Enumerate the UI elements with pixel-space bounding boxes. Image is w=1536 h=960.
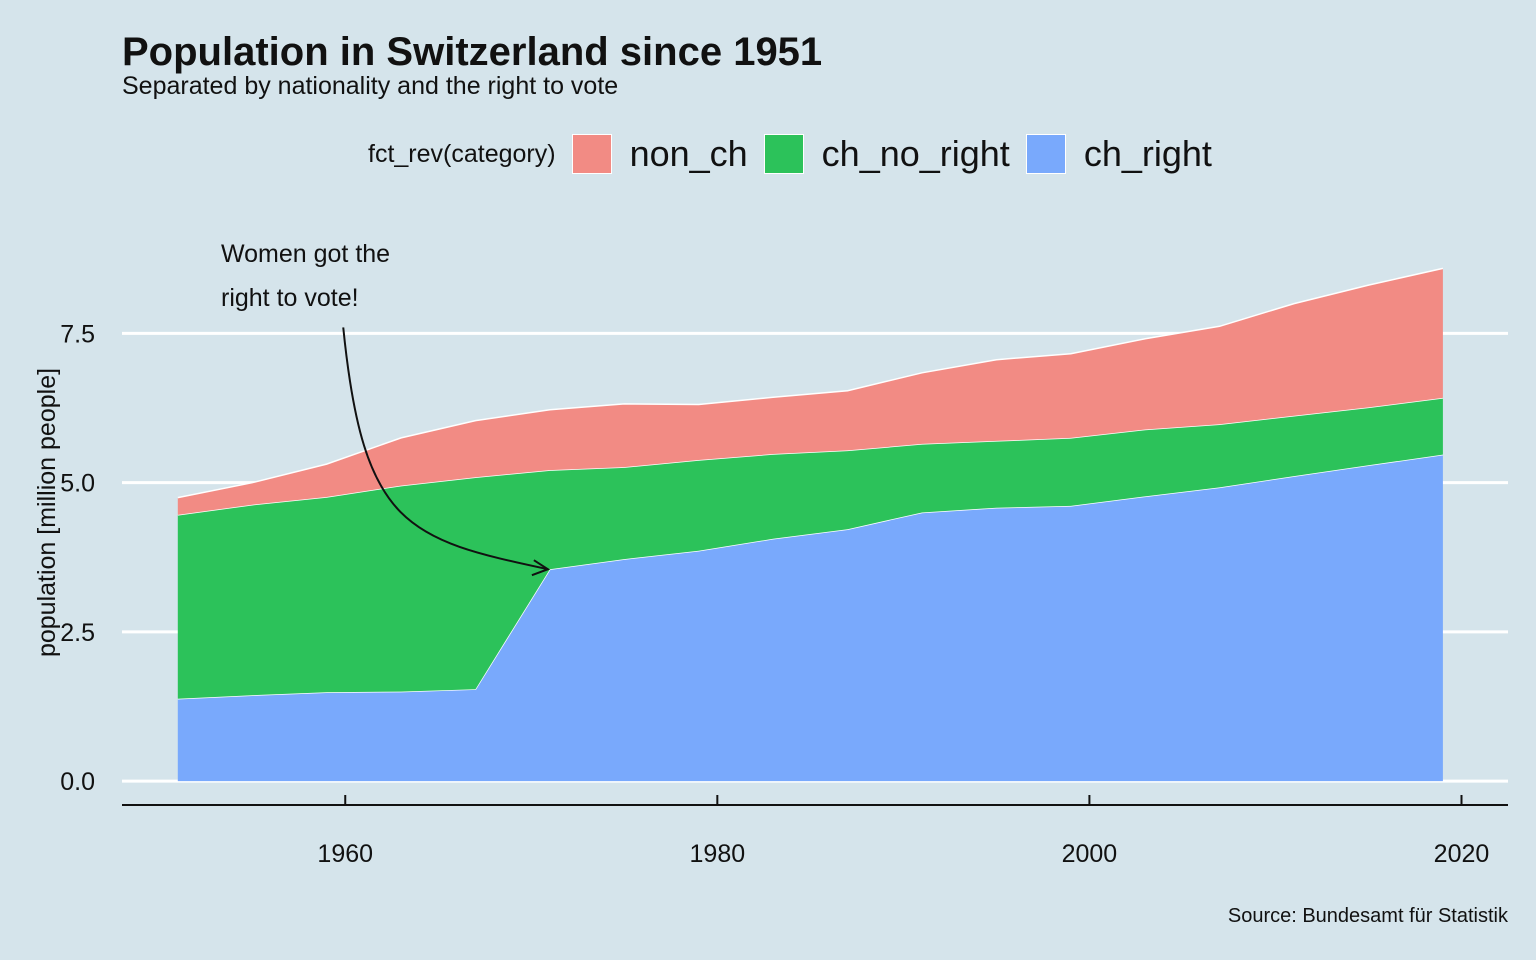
- annotation: Women got the right to vote!: [221, 240, 551, 577]
- y-tick-label-2: 5.0: [60, 470, 95, 498]
- chart-subtitle: Separated by nationality and the right t…: [122, 72, 619, 100]
- area-non-ch: [177, 268, 1443, 515]
- axes: [122, 795, 1508, 806]
- legend: fct_rev(category) non_ch ch_no_right ch_…: [368, 130, 1228, 178]
- area-ch-right: [177, 454, 1443, 782]
- legend-item-ch-right: ch_right: [1025, 133, 1212, 175]
- tick-labels: 1960 1980 2000 2020 0.0 2.5 5.0 7.5: [60, 320, 1489, 868]
- y-tick-label-3: 7.5: [60, 320, 95, 348]
- legend-title: fct_rev(category): [368, 139, 556, 168]
- y-tick-label-1: 2.5: [60, 619, 95, 647]
- x-tick-label-1: 1980: [690, 840, 746, 868]
- annotation-line-2: right to vote!: [221, 284, 359, 312]
- legend-key-non-ch: [571, 134, 612, 174]
- area-ch-no-right: [177, 397, 1443, 699]
- y-axis-label: population [million people]: [33, 368, 61, 657]
- legend-item-ch-no-right: ch_no_right: [763, 133, 1010, 175]
- x-tick-label-3: 2020: [1434, 840, 1490, 868]
- area-outline-non-ch: [177, 267, 1444, 499]
- chart-title: Population in Switzerland since 1951: [122, 30, 823, 74]
- annotation-arrowhead: [531, 559, 551, 577]
- legend-key-ch-right: [1025, 134, 1066, 174]
- x-tick-label-0: 1960: [317, 840, 373, 868]
- legend-label-non-ch: non_ch: [629, 133, 748, 174]
- annotation-arrow: [342, 327, 549, 571]
- legend-item-non-ch: non_ch: [571, 133, 748, 175]
- x-tick-label-2: 2000: [1062, 840, 1118, 868]
- area-series: [177, 267, 1444, 782]
- legend-label-ch-right: ch_right: [1083, 133, 1212, 174]
- annotation-line-1: Women got the: [221, 240, 390, 268]
- y-tick-label-0: 0.0: [60, 768, 95, 796]
- legend-key-ch-no-right: [763, 134, 804, 174]
- legend-label-ch-no-right: ch_no_right: [821, 133, 1010, 174]
- source-caption: Source: Bundesamt für Statistik: [1227, 905, 1508, 927]
